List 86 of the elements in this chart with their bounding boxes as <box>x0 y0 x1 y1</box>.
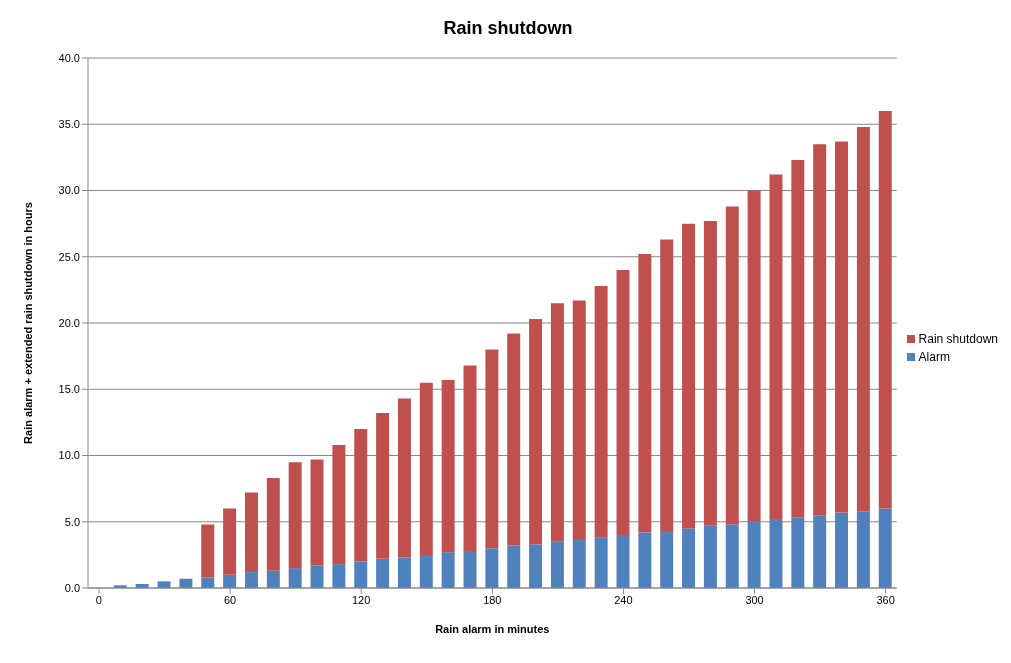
bar <box>354 429 368 562</box>
y-tick-label: 20.0 <box>58 316 80 329</box>
bar <box>813 515 827 588</box>
bar <box>397 398 411 558</box>
bar <box>725 524 739 588</box>
bar <box>354 561 368 588</box>
bar <box>485 349 499 549</box>
bar <box>638 254 652 533</box>
bar <box>835 141 849 513</box>
bar <box>376 413 390 559</box>
y-tick-label: 30.0 <box>58 184 80 197</box>
bar <box>310 459 324 566</box>
bar <box>747 521 761 588</box>
bar <box>791 517 805 588</box>
bar <box>266 478 280 571</box>
x-axis-title: Rain alarm in minutes <box>435 623 550 635</box>
x-tick-label: 240 <box>614 593 633 606</box>
bar <box>201 577 215 588</box>
bar <box>660 531 674 588</box>
bar <box>288 568 302 588</box>
bar <box>332 444 346 565</box>
bar <box>769 519 783 588</box>
bar <box>310 565 324 588</box>
bar <box>463 365 477 551</box>
x-tick-label: 60 <box>223 593 237 606</box>
bar <box>288 462 302 569</box>
bar <box>813 144 827 516</box>
x-tick-label: 360 <box>876 593 895 606</box>
bar <box>660 239 674 532</box>
bar <box>376 558 390 588</box>
bar <box>201 524 215 578</box>
bar <box>397 557 411 588</box>
y-tick-label: 10.0 <box>58 449 80 462</box>
bar <box>572 300 586 539</box>
y-tick-label: 0.0 <box>64 581 80 594</box>
bar <box>244 572 258 588</box>
bar <box>332 564 346 588</box>
bar <box>485 548 499 588</box>
x-tick-label: 120 <box>352 593 371 606</box>
bar <box>419 382 433 555</box>
bar <box>572 538 586 588</box>
chart-title: Rain shutdown <box>442 17 574 40</box>
bar <box>638 532 652 588</box>
bar <box>791 160 805 518</box>
x-tick-label: 0 <box>95 593 102 606</box>
bar <box>157 581 171 588</box>
bar <box>419 554 433 588</box>
bar <box>616 270 630 535</box>
bar <box>769 174 783 520</box>
bar <box>878 111 892 509</box>
bar <box>244 492 258 573</box>
bar <box>223 574 237 588</box>
bar <box>266 570 280 588</box>
bar <box>529 544 543 588</box>
bar <box>441 552 455 588</box>
y-tick-label: 15.0 <box>58 383 80 396</box>
x-tick-label: 180 <box>483 593 502 606</box>
bar <box>463 550 477 588</box>
y-axis-title: Rain alarm + extended rain shutdown in hours <box>21 202 34 444</box>
bar <box>682 528 696 588</box>
y-tick-label: 5.0 <box>64 515 80 528</box>
y-tick-label: 35.0 <box>58 118 80 131</box>
bar <box>856 511 870 588</box>
bar <box>441 379 455 553</box>
bar <box>616 535 630 588</box>
bar <box>856 126 870 512</box>
legend-label: Rain shutdown <box>918 332 998 346</box>
bar <box>550 303 564 542</box>
bar <box>550 541 564 588</box>
x-tick-label: 300 <box>745 593 764 606</box>
bar <box>703 525 717 588</box>
bar <box>725 206 739 525</box>
bar <box>594 537 608 588</box>
y-tick-label: 25.0 <box>58 250 80 263</box>
bar <box>835 512 849 588</box>
bar <box>594 285 608 538</box>
bar <box>878 508 892 588</box>
bar <box>703 220 717 526</box>
bar <box>529 319 543 545</box>
bar <box>507 333 521 546</box>
bar <box>223 508 237 575</box>
legend-label: Alarm <box>918 350 950 364</box>
y-tick-label: 40.0 <box>58 51 80 64</box>
bar <box>747 190 761 522</box>
bar <box>682 223 696 529</box>
bar <box>507 545 521 588</box>
